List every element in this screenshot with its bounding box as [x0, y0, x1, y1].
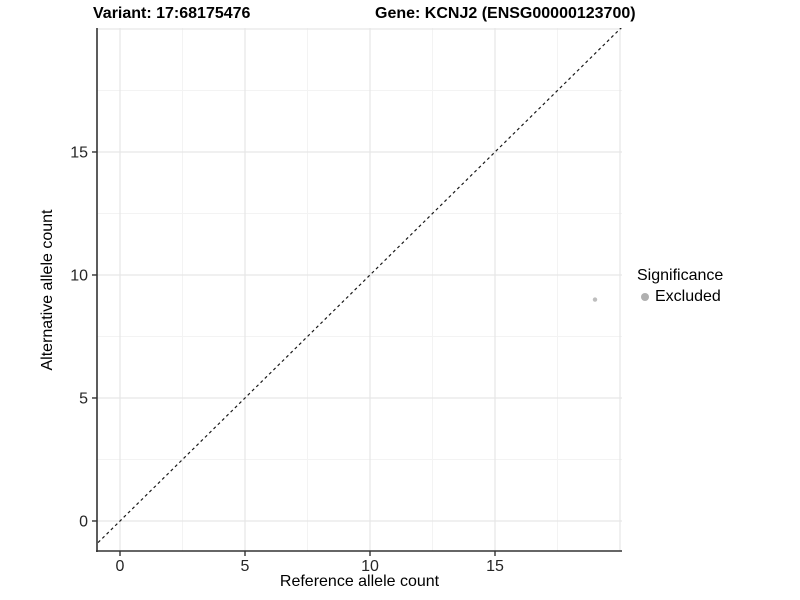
y-axis-title: Alternative allele count	[39, 209, 56, 371]
x-tick-label: 15	[486, 558, 504, 575]
x-axis-title: Reference allele count	[279, 573, 440, 590]
y-tick-label: 5	[79, 390, 88, 407]
legend-item-label: Excluded	[655, 288, 721, 305]
y-tick-label: 0	[79, 513, 88, 530]
legend-key-dot-icon	[641, 293, 649, 301]
legend-item-excluded: Excluded	[637, 288, 723, 306]
x-tick-label: 10	[361, 558, 379, 575]
y-tick-label: 10	[70, 267, 88, 284]
identity-dashed-line	[97, 28, 622, 545]
legend-title: Significance	[637, 267, 724, 284]
variant-title: Variant: 17:68175476	[93, 5, 251, 22]
x-tick-label: 0	[116, 558, 125, 575]
y-tick-label: 15	[70, 144, 88, 161]
legend: Significance Excluded	[637, 267, 723, 306]
data-point	[592, 297, 598, 302]
gene-title: Gene: KCNJ2 (ENSG00000123700)	[375, 5, 636, 22]
x-tick-label: 5	[241, 558, 250, 575]
